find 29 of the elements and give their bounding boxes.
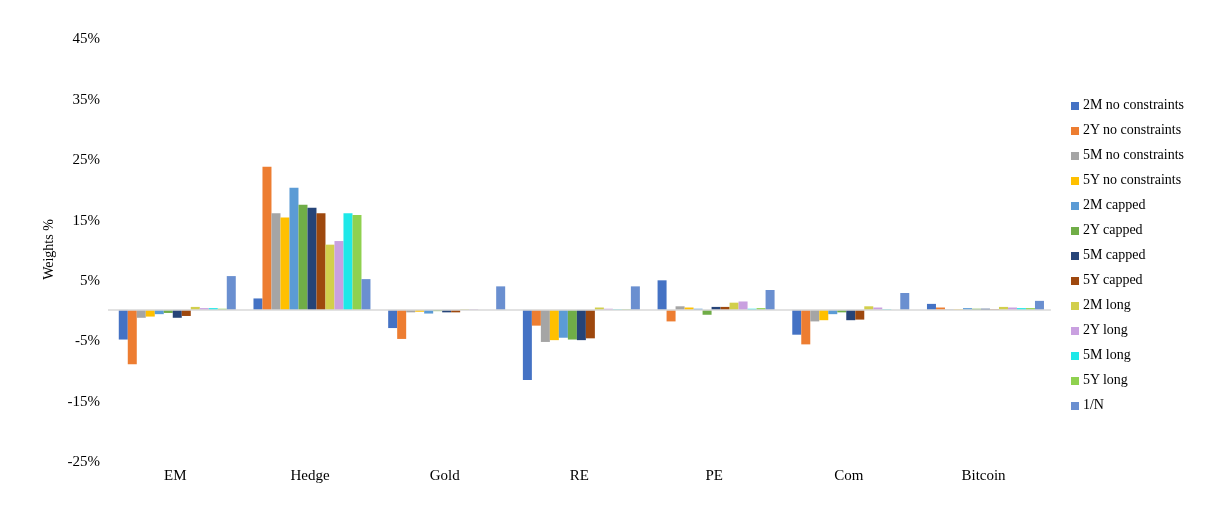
legend-label: 2M capped [1082,197,1146,212]
legend-label: 2Y capped [1082,222,1143,237]
legend-label: 5Y no constraints [1082,172,1182,187]
x-tick-label: EM [164,466,187,483]
x-tick-label: Gold [429,466,461,483]
y-axis-title: Weights % [40,218,56,280]
legend-label: 1/N [1082,397,1104,412]
legend-label: 2Y no constraints [1082,122,1182,137]
y-tick-label: -5% [75,332,100,349]
x-tick-label: PE [705,466,723,483]
y-tick-label: 45% [72,30,100,47]
legend-label: 5Y long [1082,372,1128,387]
x-tick-label: RE [569,466,590,483]
y-tick-label: 35% [72,90,100,107]
x-tick-label: Bitcoin [961,466,1007,483]
y-tick-label: 15% [72,211,100,228]
legend-label: 5M long [1082,347,1131,362]
x-tick-label: Com [834,466,864,483]
legend-label: 2Y long [1082,322,1128,337]
legend-label: 5M capped [1082,247,1146,262]
y-tick-label: -15% [67,392,100,409]
legend-label: 5Y capped [1082,272,1143,287]
y-tick-label: 5% [80,272,100,289]
legend-label: 2M long [1082,297,1131,312]
legend-label: 2M no constraints [1082,97,1184,112]
y-tick-label: 25% [72,151,100,168]
legend-label: 5M no constraints [1082,147,1184,162]
x-tick-label: Hedge [290,466,330,483]
y-tick-label: -25% [67,453,100,470]
